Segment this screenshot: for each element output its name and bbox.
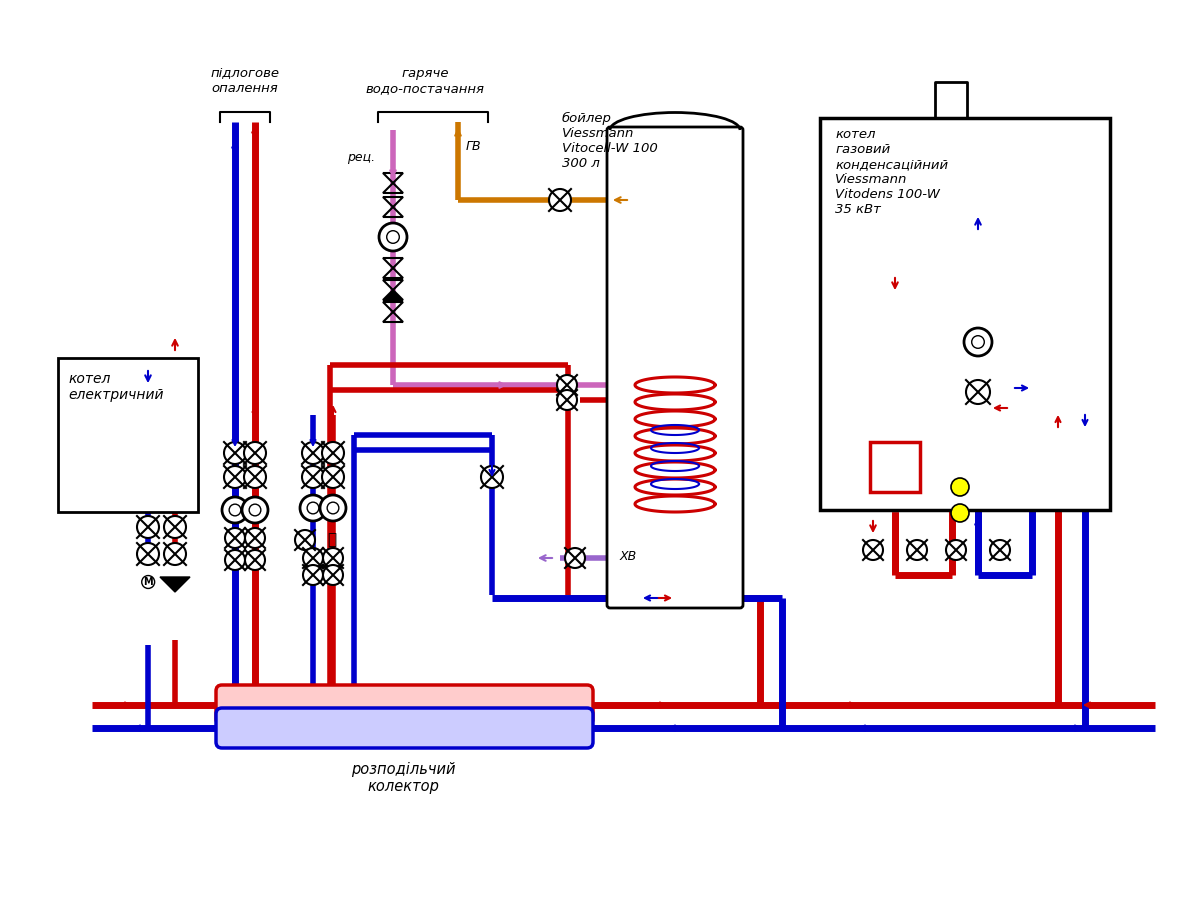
Circle shape	[226, 528, 245, 548]
Text: Ⓜ: Ⓜ	[326, 532, 336, 548]
Circle shape	[302, 565, 323, 585]
Polygon shape	[383, 290, 403, 300]
Circle shape	[222, 497, 248, 523]
Polygon shape	[160, 577, 190, 592]
Circle shape	[302, 466, 324, 488]
Circle shape	[966, 380, 990, 404]
Circle shape	[907, 540, 928, 560]
FancyBboxPatch shape	[607, 127, 743, 608]
Circle shape	[164, 516, 186, 538]
Circle shape	[242, 497, 268, 523]
Circle shape	[323, 548, 343, 568]
Text: котел
електричний: котел електричний	[68, 372, 163, 403]
Circle shape	[320, 495, 346, 521]
Circle shape	[302, 442, 324, 464]
Circle shape	[245, 550, 265, 570]
Circle shape	[300, 495, 326, 521]
Circle shape	[295, 530, 314, 550]
Bar	[58, 358, 198, 512]
Text: ГВ: ГВ	[466, 141, 481, 153]
Circle shape	[565, 548, 586, 568]
Circle shape	[481, 466, 503, 488]
Text: рец.: рец.	[347, 152, 374, 165]
Circle shape	[224, 442, 246, 464]
Text: підлогове
опалення: підлогове опалення	[210, 67, 280, 95]
FancyBboxPatch shape	[216, 708, 593, 748]
Circle shape	[557, 375, 577, 395]
Circle shape	[137, 543, 158, 565]
Text: котел
газовий
конденсаційний
Viessmann
Vitodens 100-W
35 кВт: котел газовий конденсаційний Viessmann V…	[835, 128, 948, 216]
Circle shape	[550, 189, 571, 211]
Circle shape	[863, 540, 883, 560]
Circle shape	[952, 504, 970, 522]
Circle shape	[990, 540, 1010, 560]
Circle shape	[323, 565, 343, 585]
FancyBboxPatch shape	[216, 685, 593, 725]
Circle shape	[245, 528, 265, 548]
Bar	[870, 442, 920, 492]
Text: гаряче
водо-постачання: гаряче водо-постачання	[366, 67, 485, 95]
Circle shape	[964, 328, 992, 356]
Circle shape	[379, 223, 407, 251]
Circle shape	[226, 550, 245, 570]
Circle shape	[244, 442, 266, 464]
Circle shape	[322, 442, 344, 464]
Circle shape	[946, 540, 966, 560]
Circle shape	[952, 478, 970, 496]
Bar	[820, 118, 1110, 510]
Circle shape	[557, 390, 577, 410]
Text: M: M	[143, 577, 154, 587]
Text: бойлер
Viessmann
Vitocell-W 100
300 л: бойлер Viessmann Vitocell-W 100 300 л	[562, 112, 658, 170]
Circle shape	[302, 548, 323, 568]
Circle shape	[224, 466, 246, 488]
Text: ХВ: ХВ	[620, 550, 637, 562]
Circle shape	[244, 466, 266, 488]
Circle shape	[164, 543, 186, 565]
Circle shape	[137, 516, 158, 538]
Circle shape	[322, 466, 344, 488]
Text: розподільчий
колектор: розподільчий колектор	[350, 762, 455, 794]
